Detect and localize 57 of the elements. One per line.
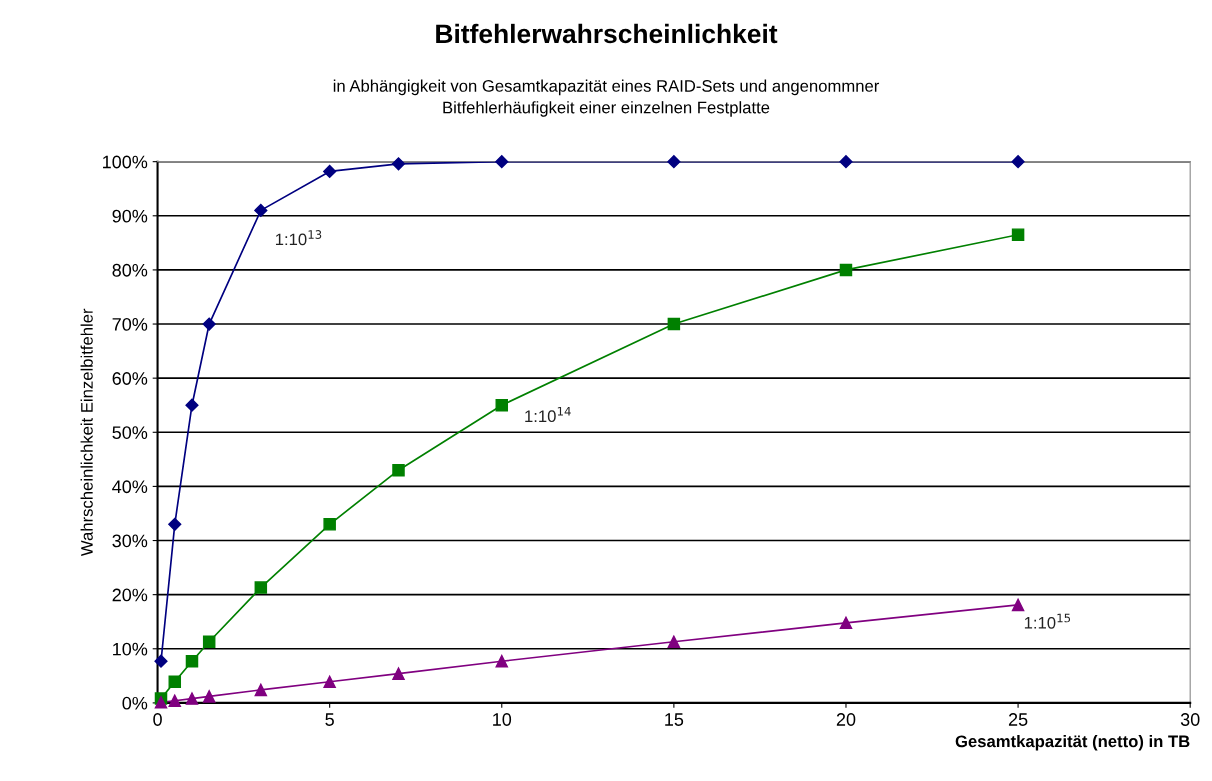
point [185,692,199,705]
x-tick-label: 10 [493,713,512,726]
series-label: 1:10$^{15}$ [1024,613,1071,629]
point [667,317,681,331]
point [254,683,268,697]
point [168,675,182,689]
y-axis-title: Wahrscheinlichkeit Einzelbitfehler [80,308,93,557]
point [495,398,509,412]
y-tick-label: 90% [112,209,148,223]
point [202,690,216,703]
x-tick-label: 25 [1008,713,1028,726]
x-tick-label: 15 [665,713,684,726]
point [667,635,681,648]
x-axis-title: Gesamtkapazität (netto) in TB [955,735,1190,751]
point [1011,155,1025,169]
point [667,155,681,169]
point [839,616,853,630]
chart-title: Bitfehlerwahrscheinlichkeit [436,23,778,44]
point [168,517,182,531]
x-tick-label: 20 [836,713,856,726]
point [168,694,182,707]
y-tick-label: 0% [122,696,148,710]
x-tick-label: 5 [325,713,334,726]
point [392,667,405,680]
point [1011,228,1025,241]
y-tick-label: 10% [113,642,148,656]
point [495,654,509,668]
point [202,635,216,648]
point [391,157,406,171]
point [323,164,337,178]
x-tick-label: 30 [1180,713,1200,726]
point [254,581,268,594]
point [154,696,168,709]
point [839,155,853,169]
point [202,317,216,331]
y-tick-label: 70% [112,317,148,331]
point [839,263,853,277]
point [185,398,199,412]
y-tick-label: 80% [112,263,148,277]
y-tick-label: 60% [112,372,148,385]
point [254,203,268,217]
chart-subtitle: in Abhängigkeit von Gesamtkapazität eines RAID-Sets und angenommner Bitfehlerhäufigkeit einer einzelnen Festplatte [333,79,880,117]
series-label: 1:10$^{14}$ [525,407,571,423]
y-tick-label: 100% [103,155,148,169]
point [185,654,199,668]
y-tick-label: 20% [112,588,148,602]
series-label: 1:10$^{13}$ [275,230,322,246]
point [392,463,405,477]
y-tick-label: 50% [112,426,148,439]
point [495,155,509,169]
y-tick-label: 30% [112,534,148,548]
point [1011,598,1025,612]
y-tick-label: 40% [112,480,148,494]
point [323,518,336,531]
point [154,654,168,668]
point [323,675,336,689]
x-tick-label: 0 [153,713,162,726]
